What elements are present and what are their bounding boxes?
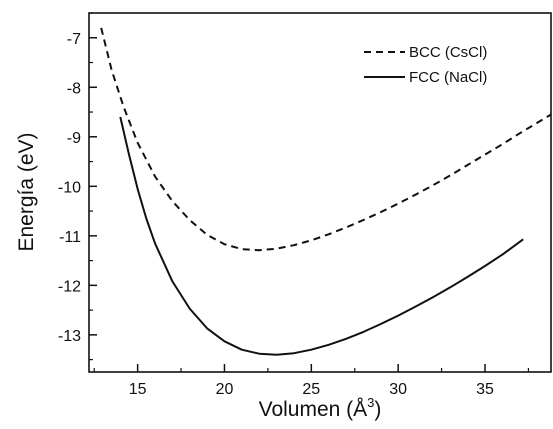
x-tick-label: 35 [476,381,494,398]
legend-label-fcc: FCC (NaCl) [409,69,487,86]
x-axis-title-main: Volumen (Å [259,398,368,421]
x-axis-title: Volumen (Å3) [259,395,382,421]
x-tick-label: 30 [389,381,407,398]
y-tick-label: -12 [58,278,81,295]
y-axis-title: Energía (eV) [15,132,38,251]
legend: BCC (CsCl) FCC (NaCl) [364,44,487,86]
x-tick-label: 25 [302,381,320,398]
y-tick-label: -7 [67,31,81,48]
y-tick-label: -10 [58,179,81,196]
y-tick-label: -13 [58,328,81,345]
series-layer [100,27,552,356]
legend-label-bcc: BCC (CsCl) [409,44,487,61]
plot-frame [88,12,552,373]
x-tick-label: 15 [129,381,147,398]
y-ticks: -7 -8 -9 -10 -11 -12 -13 [58,12,97,361]
series-line-bcc [100,27,552,252]
x-tick-label: 20 [216,381,234,398]
x-axis-title-superscript: 3 [367,395,374,410]
y-tick-label: -8 [67,80,81,97]
x-axis-title-suffix: ) [374,398,381,421]
y-tick-label: -11 [59,229,81,246]
x-ticks: 15 20 25 30 35 [93,364,530,398]
y-tick-label: -9 [67,130,81,147]
series-line-fcc [119,116,524,356]
